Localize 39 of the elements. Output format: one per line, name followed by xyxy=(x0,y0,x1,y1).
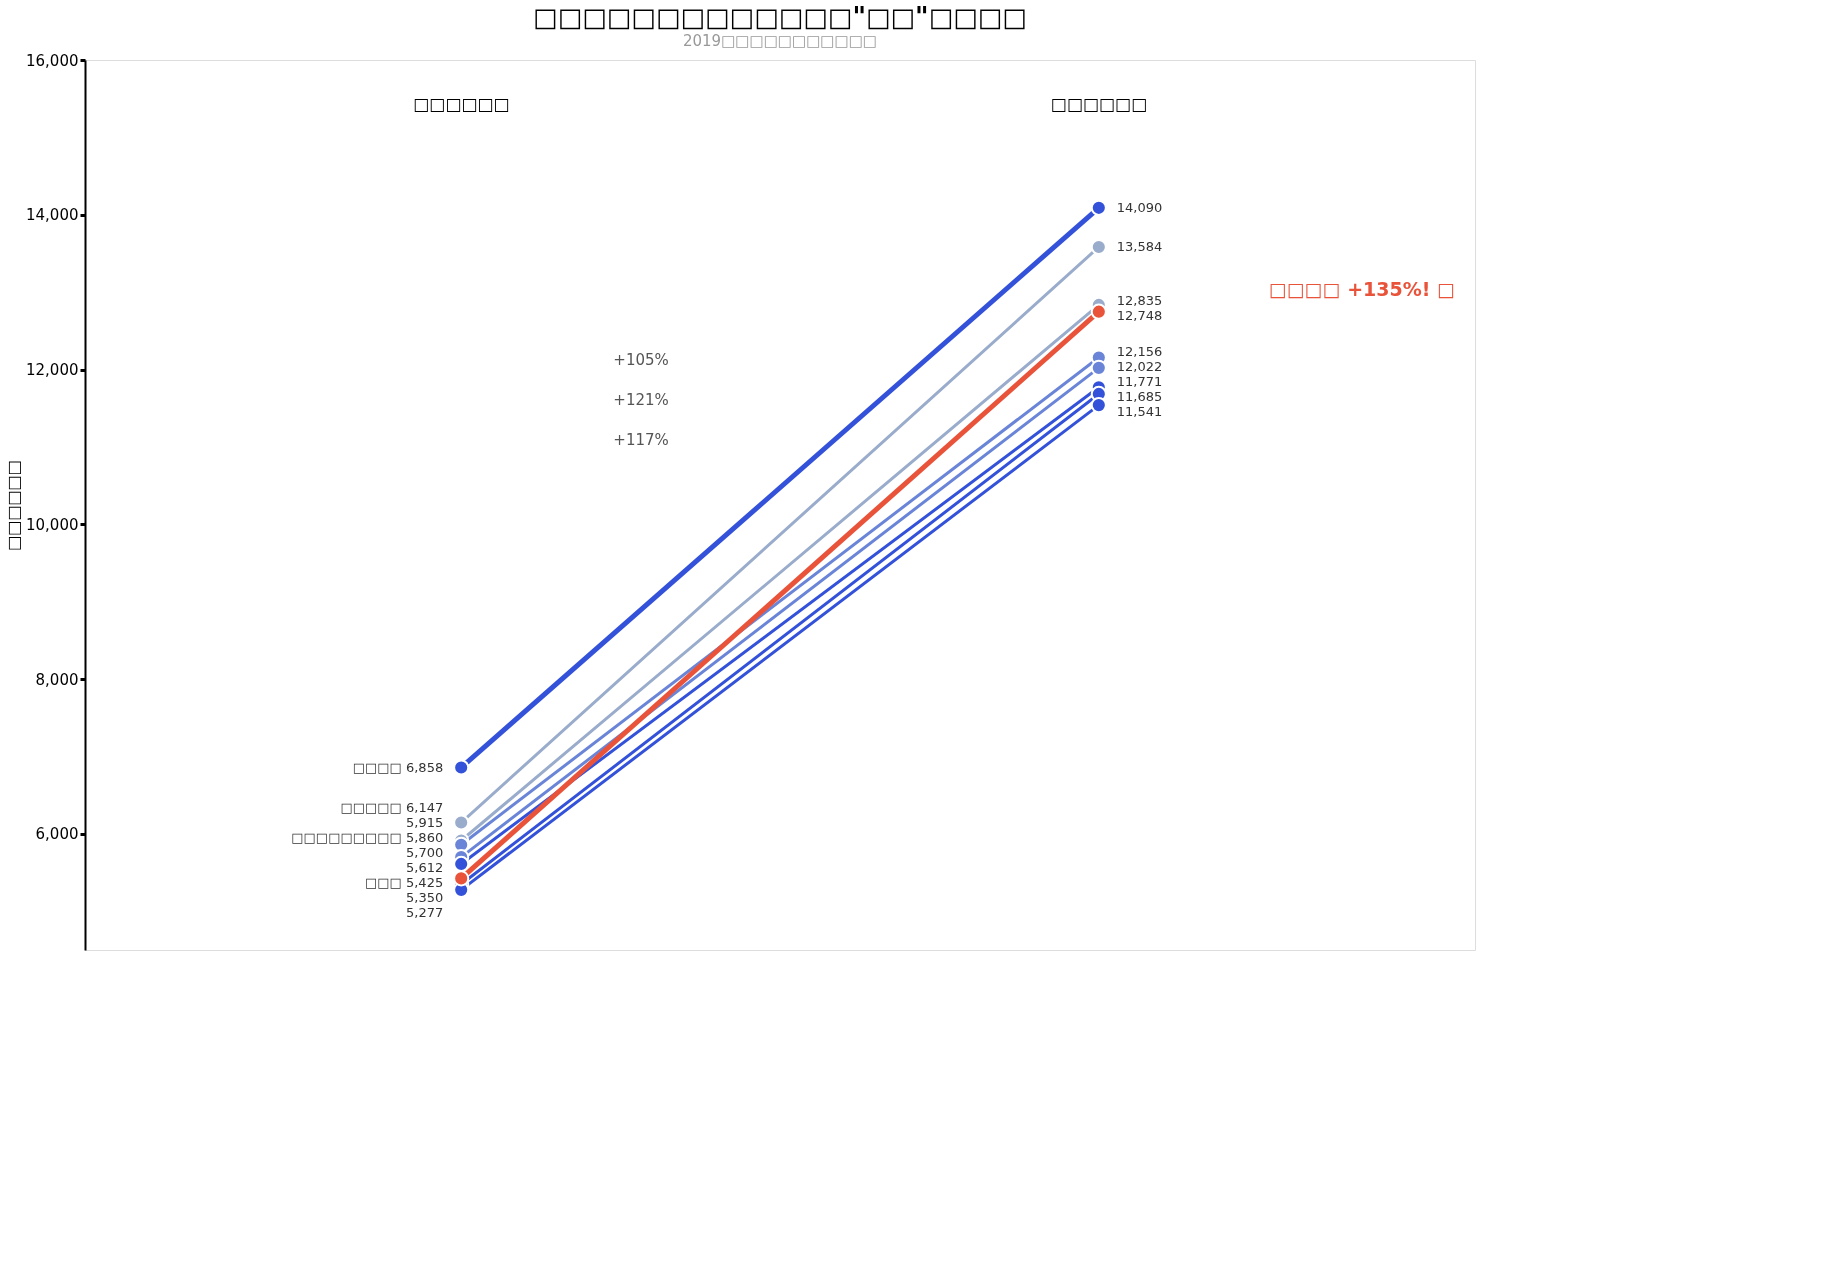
data-label: 14,090 xyxy=(1116,199,1163,215)
y-tick-label: 8,000 xyxy=(35,670,79,689)
chart-title: □□□□□□□□□□□□□"□□"□□□□ xyxy=(533,2,1027,32)
data-label: 12,835 xyxy=(1116,292,1163,308)
data-label: 12,022 xyxy=(1116,359,1163,375)
text: □□□□□□□□□ 5,860 xyxy=(291,829,444,845)
y-axis-title: □□□□□□ xyxy=(4,460,24,551)
text: □□□□□ 6,147 xyxy=(340,799,444,815)
point xyxy=(1090,303,1107,320)
annotation: +117% xyxy=(613,431,669,449)
point xyxy=(1090,199,1107,216)
data-label: 5,350 xyxy=(405,889,444,905)
data-label: 5,612 xyxy=(405,859,444,875)
annotation: +121% xyxy=(613,391,669,409)
data-label: 11,771 xyxy=(1116,374,1163,390)
data-label: 5,277 xyxy=(405,904,444,920)
annotation: +105% xyxy=(613,351,669,369)
y-tick-label: 16,000 xyxy=(26,51,79,70)
data-label: 12,156 xyxy=(1116,344,1163,360)
data-label: 12,748 xyxy=(1116,307,1163,323)
y-tick-label: 6,000 xyxy=(35,825,79,844)
y-tick-label: 10,000 xyxy=(26,515,79,534)
point xyxy=(453,814,470,831)
data-label: 5,700 xyxy=(405,844,444,860)
data-label: 11,541 xyxy=(1116,404,1163,420)
annotation: □□□□ +135%! □ xyxy=(1268,278,1455,300)
point xyxy=(1090,359,1107,376)
y-tick-label: 12,000 xyxy=(26,361,79,380)
data-label: 13,584 xyxy=(1116,238,1163,254)
point xyxy=(453,870,470,887)
data-label: 5,915 xyxy=(405,814,444,830)
text: □□□□ 6,858 xyxy=(352,759,444,775)
y-tick-label: 14,000 xyxy=(26,206,79,225)
text: □□□ 5,425 xyxy=(364,874,444,890)
point xyxy=(453,759,470,776)
chart-subtitle: 2019□□□□□□□□□□□ xyxy=(682,32,878,50)
point xyxy=(453,855,470,872)
point xyxy=(1090,397,1107,414)
data-label: 11,685 xyxy=(1116,389,1163,405)
